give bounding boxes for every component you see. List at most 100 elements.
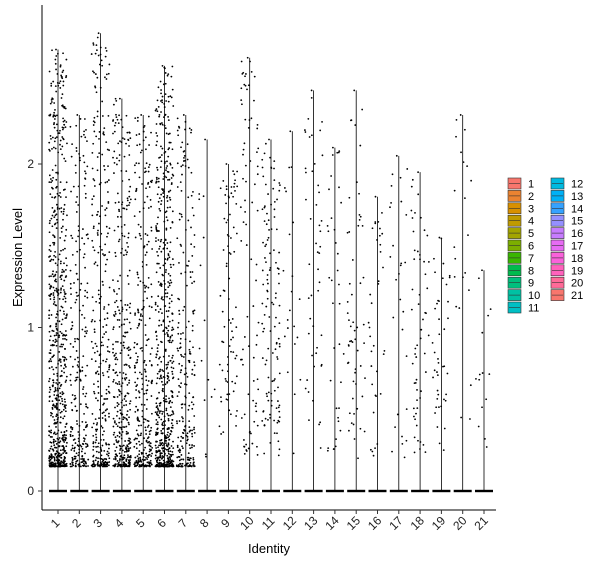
data-point	[51, 169, 54, 171]
data-point	[166, 74, 169, 77]
data-point	[97, 289, 100, 292]
data-point	[96, 462, 99, 465]
data-point	[122, 344, 125, 347]
data-point	[55, 123, 58, 126]
data-point	[138, 318, 141, 321]
data-point	[436, 398, 439, 400]
data-point	[423, 229, 426, 232]
legend-item: 7	[507, 252, 534, 265]
data-point	[104, 76, 106, 79]
data-point	[166, 165, 169, 167]
data-point	[356, 407, 359, 410]
data-point	[76, 196, 78, 198]
data-point	[84, 442, 87, 445]
data-point	[123, 323, 126, 326]
data-point	[60, 305, 63, 308]
legend-label: 12	[571, 179, 583, 191]
data-point	[180, 272, 183, 275]
data-point	[157, 254, 159, 257]
data-point	[346, 362, 349, 365]
data-point	[156, 193, 159, 196]
data-point	[63, 119, 66, 122]
data-point	[187, 166, 190, 169]
data-point	[50, 455, 53, 458]
data-point	[167, 286, 170, 289]
data-point	[436, 371, 438, 373]
data-point	[52, 234, 54, 237]
data-point	[176, 347, 179, 350]
data-point	[169, 414, 172, 417]
data-point	[448, 274, 451, 277]
data-point-max	[332, 146, 334, 149]
data-point	[185, 396, 187, 399]
data-point	[142, 421, 145, 424]
data-point	[253, 183, 256, 186]
data-point	[63, 431, 66, 434]
data-point	[180, 189, 183, 192]
data-point	[53, 126, 56, 129]
data-point	[158, 377, 161, 380]
data-point	[57, 171, 59, 174]
data-point	[336, 151, 339, 154]
data-point	[424, 273, 427, 276]
data-point	[49, 462, 52, 465]
data-point-max	[395, 154, 398, 157]
data-point	[161, 296, 163, 298]
data-point	[65, 379, 68, 382]
data-point	[119, 371, 121, 374]
data-point	[293, 325, 296, 328]
data-point	[112, 433, 115, 436]
data-point	[202, 195, 205, 198]
data-point	[193, 309, 196, 312]
data-point	[420, 216, 422, 219]
data-point	[128, 154, 131, 156]
data-point	[58, 253, 61, 256]
data-point	[159, 442, 162, 444]
data-point	[159, 410, 162, 413]
data-point	[59, 87, 62, 89]
data-point	[51, 187, 54, 190]
data-point	[62, 452, 65, 455]
data-point	[101, 64, 104, 67]
data-point	[97, 380, 99, 383]
data-point	[123, 155, 126, 158]
data-point	[190, 171, 193, 174]
x-tick-label: 16	[365, 513, 385, 533]
data-point	[419, 441, 422, 443]
data-point	[265, 305, 268, 308]
data-point	[443, 427, 446, 430]
data-point	[414, 347, 417, 350]
data-point	[157, 431, 159, 434]
data-point	[359, 282, 362, 285]
data-point	[54, 262, 57, 265]
data-point	[119, 458, 121, 461]
data-point	[139, 280, 142, 283]
data-point	[58, 452, 61, 455]
legend-label: 20	[571, 278, 583, 290]
data-point	[162, 192, 165, 194]
data-point	[168, 196, 171, 199]
data-point	[155, 132, 158, 134]
x-tick-label: 17	[386, 513, 406, 533]
data-point	[144, 464, 147, 467]
data-point	[73, 398, 76, 401]
data-point	[170, 413, 173, 416]
data-point	[133, 463, 136, 466]
data-point	[75, 272, 78, 275]
data-point	[172, 440, 174, 443]
data-point	[157, 186, 160, 189]
data-point	[274, 348, 277, 351]
data-point	[155, 433, 158, 435]
data-point	[114, 97, 117, 100]
data-point	[79, 465, 82, 468]
data-point	[218, 425, 221, 428]
y-axis-title: Expression Level	[10, 208, 25, 307]
data-point	[62, 417, 65, 420]
data-point	[55, 171, 58, 174]
data-point	[155, 180, 158, 183]
data-point	[125, 430, 128, 433]
data-point	[63, 461, 65, 464]
data-point	[60, 74, 63, 77]
data-point	[262, 283, 265, 286]
data-point	[126, 304, 129, 306]
